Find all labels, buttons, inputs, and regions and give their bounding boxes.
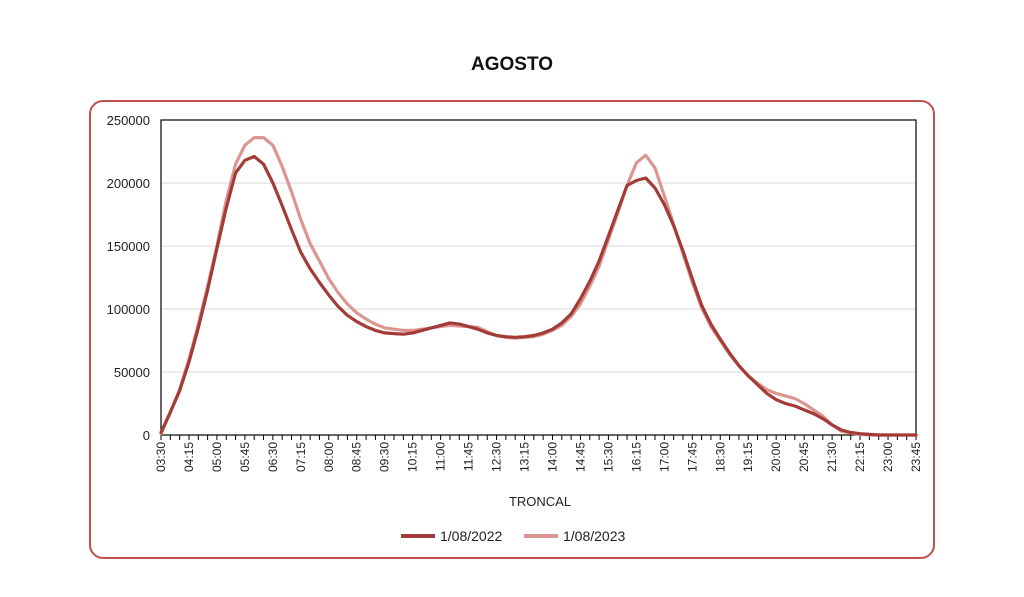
x-tick-label: 17:00 — [657, 442, 671, 472]
x-tick-label: 08:45 — [350, 442, 364, 472]
gridlines — [161, 182, 916, 373]
x-tick-label: 13:15 — [518, 442, 532, 472]
legend-label: 1/08/2023 — [563, 528, 625, 544]
x-tick-label: 21:30 — [825, 442, 839, 472]
x-axis-label: TRONCAL — [509, 494, 571, 509]
x-tick-label: 22:15 — [853, 442, 867, 472]
x-tick-label: 12:30 — [490, 442, 504, 472]
x-tick-label: 19:15 — [741, 442, 755, 472]
y-tick-label: 150000 — [107, 239, 150, 254]
legend-label: 1/08/2022 — [440, 528, 502, 544]
x-tick-label: 05:00 — [210, 442, 224, 472]
x-tick-label: 04:15 — [182, 442, 196, 472]
x-tick-label: 17:45 — [685, 442, 699, 472]
x-tick-label: 15:30 — [601, 442, 615, 472]
series-line — [159, 154, 918, 437]
x-tick-label: 06:30 — [266, 442, 280, 472]
x-tick-label: 14:45 — [573, 442, 587, 472]
y-tick-label: 50000 — [114, 365, 150, 380]
legend: 1/08/2022 1/08/2023 — [401, 528, 625, 544]
y-tick-label: 0 — [143, 428, 150, 443]
x-tick-label: 11:00 — [434, 442, 448, 471]
y-tick-label: 200000 — [107, 176, 150, 191]
x-tick-label: 20:45 — [797, 442, 811, 472]
x-tick-label: 18:30 — [713, 442, 727, 472]
x-tick-label: 10:15 — [406, 442, 420, 472]
y-tick-label: 100000 — [107, 302, 150, 317]
y-axis: 0 50000 100000 150000 200000 250000 — [107, 113, 150, 443]
series — [159, 136, 918, 437]
plot-area — [160, 119, 917, 436]
x-tick-label: 23:45 — [909, 442, 923, 472]
x-tick-label: 07:15 — [294, 442, 308, 472]
x-tick-label: 09:30 — [378, 442, 392, 472]
x-axis: 03:30 04:15 05:00 05:45 06:30 07:15 08:00 08:45… — [154, 435, 923, 472]
x-tick-label: 23:00 — [881, 442, 895, 472]
x-tick-label: 11:45 — [462, 442, 476, 471]
x-tick-label: 20:00 — [769, 442, 783, 472]
chart-frame — [89, 100, 935, 559]
x-tick-label: 05:45 — [238, 442, 252, 472]
y-tick-label: 250000 — [107, 113, 150, 128]
chart-title: AGOSTO — [471, 54, 553, 75]
x-tick-label: 14:00 — [545, 442, 559, 472]
x-tick-label: 16:15 — [629, 442, 643, 472]
x-tick-label: 08:00 — [322, 442, 336, 472]
x-tick-label: 03:30 — [154, 442, 168, 472]
